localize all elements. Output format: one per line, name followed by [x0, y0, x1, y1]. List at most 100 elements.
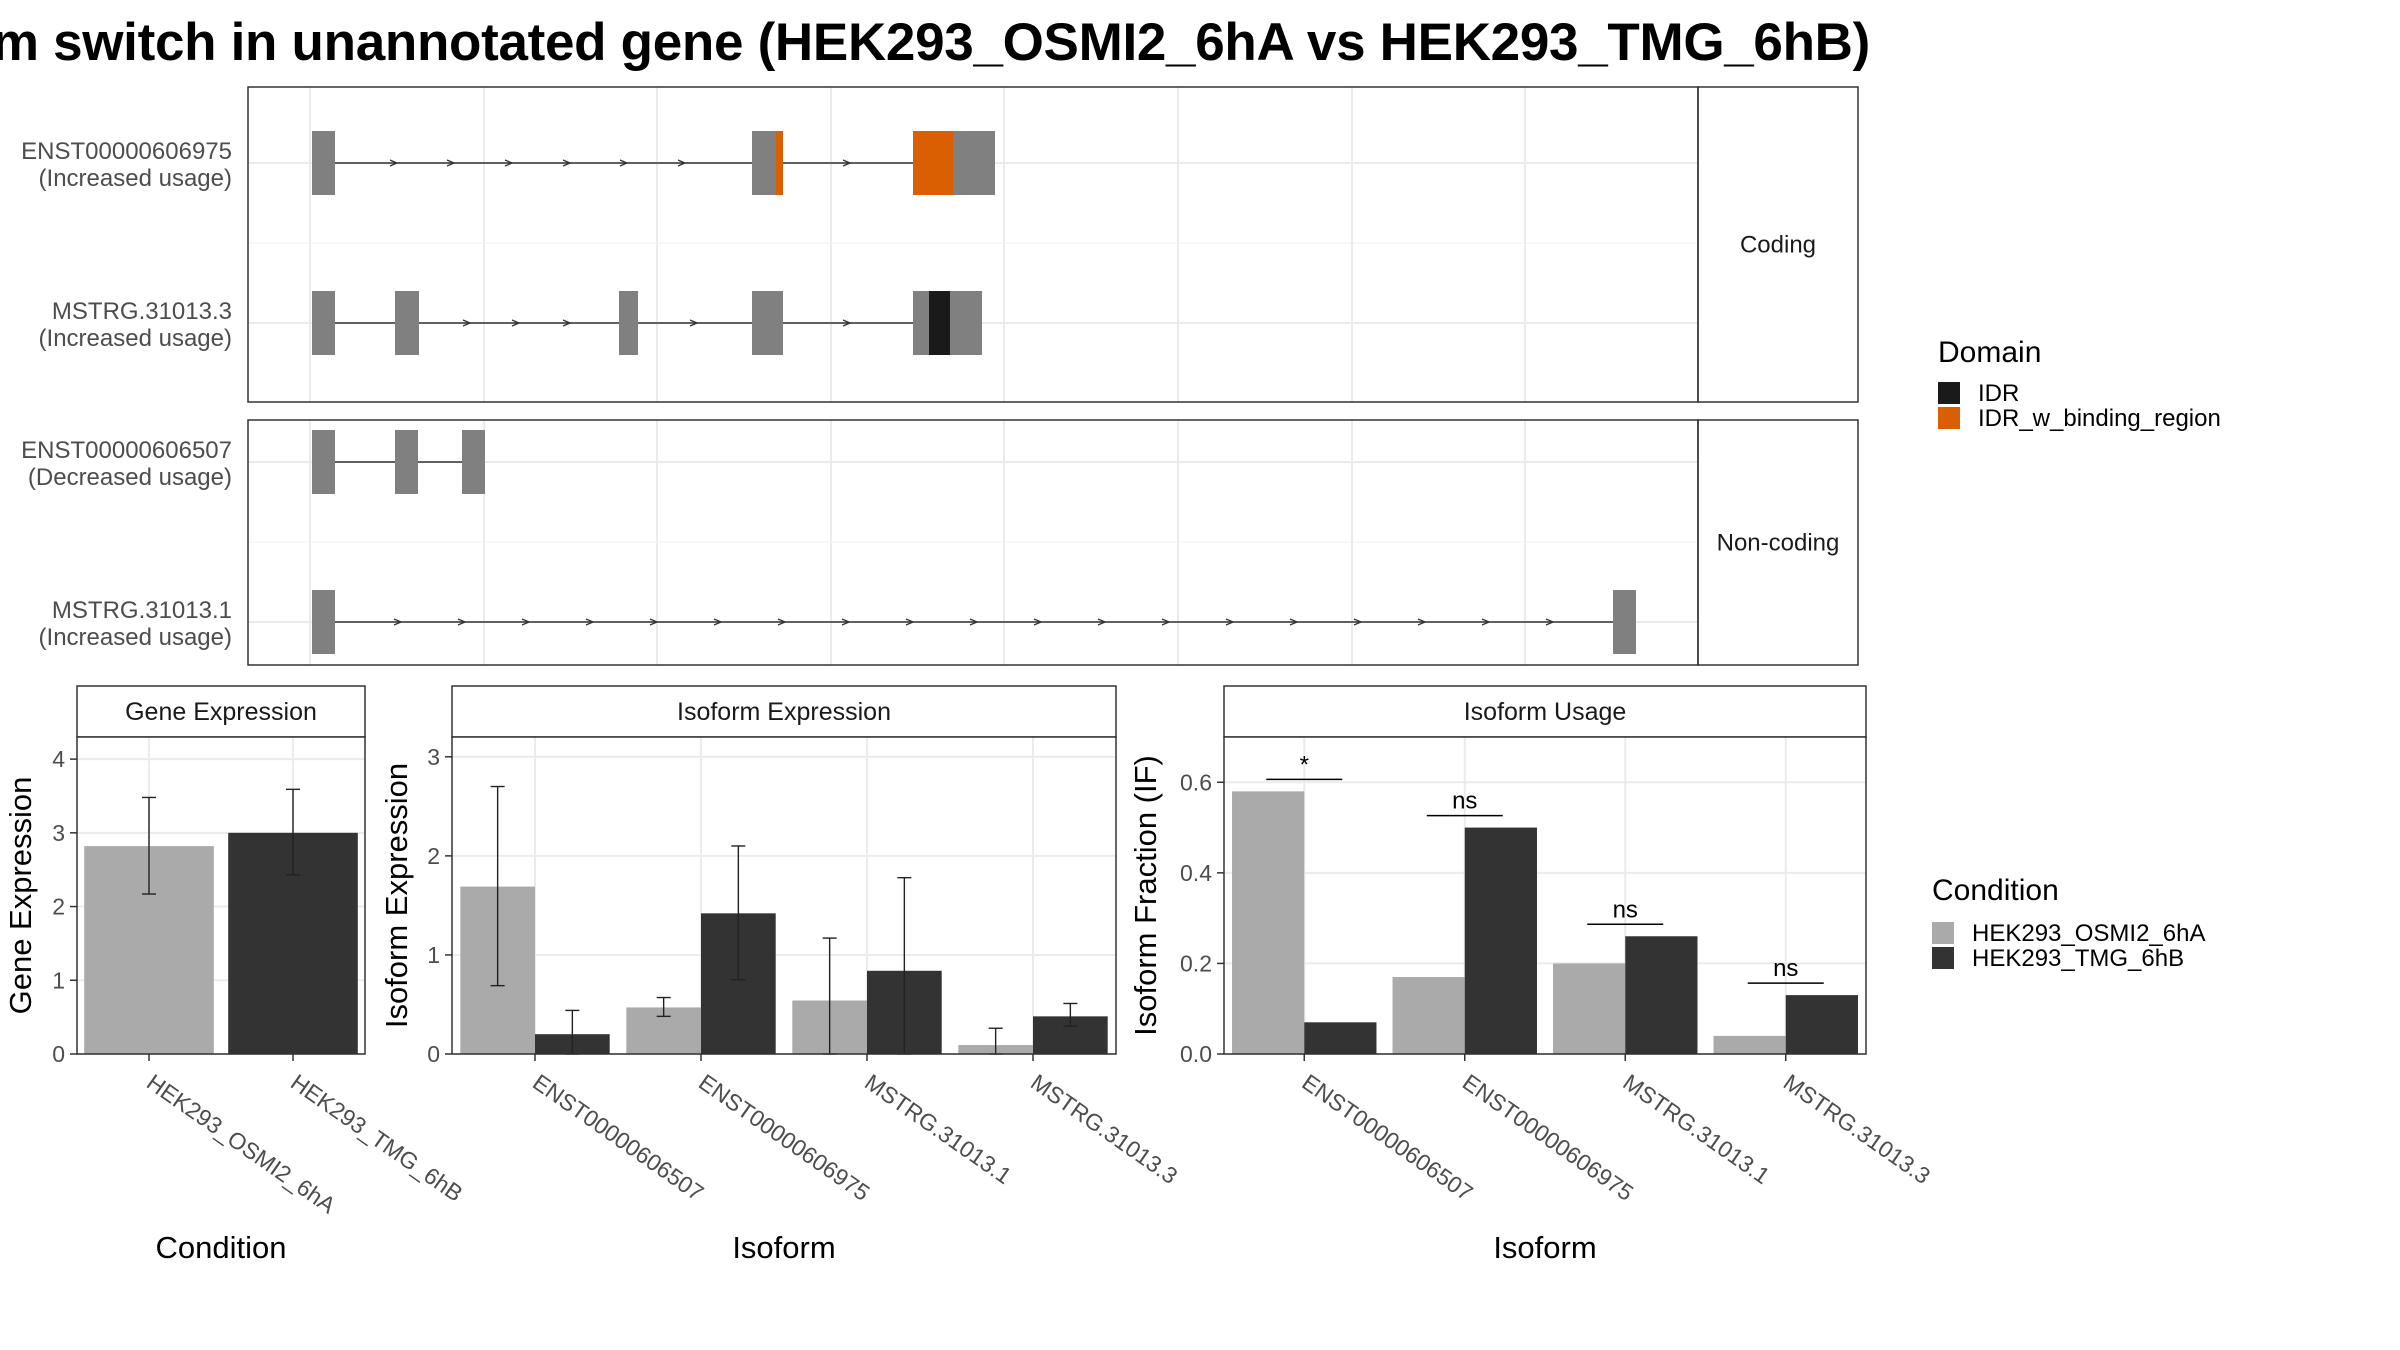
intron-direction-arrow [521, 618, 531, 626]
intron-direction-arrow [1545, 618, 1555, 626]
facet-strip [1697, 86, 1859, 403]
exon [1613, 590, 1636, 654]
panel-strip-title: Gene Expression [125, 698, 317, 726]
utr-exon [957, 302, 982, 344]
bar-mstrg-31013-1-hek293-osmi2-6ha [1553, 963, 1626, 1054]
isoform-usage-chart: Isoform Usage * ns ns ns 0.0 0.2 0.4 0.6 ENST0000… [1128, 685, 1935, 1265]
panel-strip-title: Isoform Expression [677, 698, 891, 726]
intron-direction-arrow [842, 319, 852, 327]
intron-direction-arrow [777, 618, 787, 626]
intron-direction-arrow [504, 159, 514, 167]
y-tick-label: 0.4 [1180, 860, 1212, 886]
y-axis-title: Isoform Fraction (IF) [1128, 755, 1163, 1036]
x-axis-title: Isoform [1493, 1230, 1596, 1265]
intron-direction-arrow [462, 319, 472, 327]
plot-title-text: Isoform switch in unannotated gene (HEK2… [0, 13, 1870, 72]
legend-key-idr [1938, 382, 1960, 404]
utr-exon [752, 142, 760, 184]
x-tick-label-enst00000606507: ENST00000606507 [1297, 1069, 1477, 1206]
y-axis-title: Gene Expression [3, 777, 38, 1015]
intron-direction-arrow [689, 319, 699, 327]
panel-border [247, 86, 1699, 403]
exon [462, 430, 485, 494]
transcript-enst00000606975 [312, 131, 995, 195]
y-tick-label: 3 [52, 820, 65, 846]
y-tick-label: 0.0 [1180, 1041, 1212, 1067]
x-axis-title: Condition [156, 1230, 287, 1265]
intron-direction-arrow [562, 319, 572, 327]
utr-exon [395, 302, 403, 344]
intron-direction-arrow [562, 159, 572, 167]
x-tick-label-mstrg-31013-1: MSTRG.31013.1 [860, 1069, 1016, 1189]
intron-direction-arrow [969, 618, 979, 626]
legend-label-idr-w-binding-region: IDR_w_binding_region [1978, 405, 2221, 432]
y-axis-title: Isoform Expression [379, 763, 414, 1028]
exon [312, 590, 335, 654]
x-tick-label-enst00000606975: ENST00000606975 [694, 1069, 874, 1206]
intron-direction-arrow [389, 159, 399, 167]
x-axis-title: Isoform [732, 1230, 835, 1265]
structure-panel-non-coding: Non-coding ENST00000606507(Decreased usag… [21, 419, 1859, 666]
exon [312, 430, 335, 494]
transcript-mstrg-31013-1 [312, 590, 1636, 654]
panel-border [451, 736, 1117, 1055]
intron-direction-arrow [649, 618, 659, 626]
y-tick-label: 1 [427, 942, 440, 968]
legend-key-hek293-osmi2-6ha [1932, 922, 1954, 944]
legend-label-hek293-tmg-6hb: HEK293_TMG_6hB [1972, 945, 2184, 972]
y-tick-label: 0 [427, 1041, 440, 1067]
x-tick-label-mstrg-31013-3: MSTRG.31013.3 [1779, 1069, 1935, 1189]
domain-idr-w-binding-region [913, 131, 953, 195]
isoform-label-mstrg-31013-3: MSTRG.31013.3 [52, 298, 232, 325]
panel-border [247, 419, 1699, 666]
intron-direction-arrow [841, 618, 851, 626]
legend-key-hek293-tmg-6hb [1932, 947, 1954, 969]
x-tick-label-mstrg-31013-1: MSTRG.31013.1 [1618, 1069, 1774, 1189]
exon [312, 291, 335, 355]
exon [312, 131, 335, 195]
bar-enst00000606507-hek293-tmg-6hb [1304, 1022, 1377, 1054]
intron-direction-arrow [1289, 618, 1299, 626]
transcript-enst00000606507 [312, 430, 485, 494]
significance-label: * [1300, 751, 1309, 778]
significance-label: ns [1773, 955, 1798, 982]
panel-border [1223, 736, 1867, 1055]
plot-title: Isoform switch in unannotated gene (HEK2… [0, 8, 1870, 78]
domain-idr [929, 291, 950, 355]
y-tick-label: 4 [52, 746, 65, 772]
panel-strip [76, 685, 366, 738]
significance-label: ns [1452, 788, 1477, 815]
panel-background [452, 737, 1116, 1054]
exon [395, 430, 418, 494]
bar-enst00000606975-hek293-tmg-6hb [1464, 827, 1537, 1054]
panel-background [1224, 737, 1866, 1054]
utr-exon [953, 142, 995, 184]
legend-title: Domain [1938, 336, 2041, 369]
transcript-mstrg-31013-3 [312, 291, 982, 355]
facet-strip [1697, 419, 1859, 666]
panel-border [76, 736, 366, 1055]
intron-direction-arrow [1161, 618, 1171, 626]
bar-mstrg-31013-3-hek293-osmi2-6ha [1713, 1035, 1786, 1054]
panel-strip [451, 685, 1117, 738]
intron-direction-arrow [446, 159, 456, 167]
intron-direction-arrow [1097, 618, 1107, 626]
exon [752, 291, 783, 355]
x-tick-label-enst00000606975: ENST00000606975 [1458, 1069, 1638, 1206]
intron-direction-arrow [905, 618, 915, 626]
intron-direction-arrow [1033, 618, 1043, 626]
intron-direction-arrow [677, 159, 687, 167]
y-tick-label: 2 [427, 843, 440, 869]
panel-strip [1223, 685, 1867, 738]
intron-direction-arrow [1225, 618, 1235, 626]
intron-direction-arrow [619, 159, 629, 167]
isoform-label-enst00000606975: ENST00000606975 [21, 138, 232, 165]
intron-direction-arrow [713, 618, 723, 626]
bar-enst00000606507-hek293-osmi2-6ha [1232, 791, 1305, 1054]
legend-key-idr-w-binding-region [1938, 407, 1960, 429]
